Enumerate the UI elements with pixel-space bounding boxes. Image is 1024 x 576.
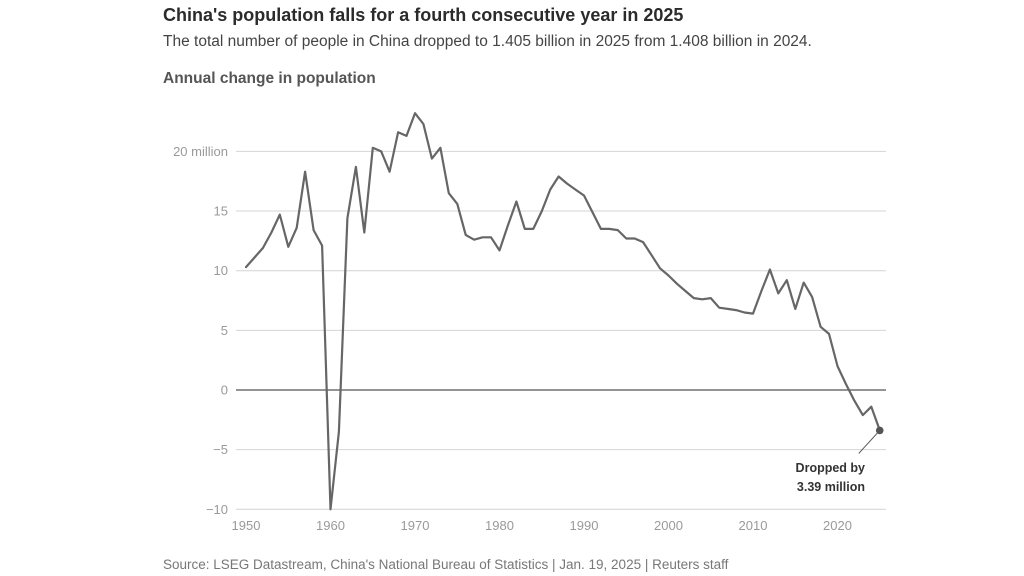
y-tick-label: 15 xyxy=(214,204,228,219)
source-note: Source: LSEG Datastream, China's Nationa… xyxy=(163,557,729,572)
annotation-label: 3.39 million xyxy=(797,480,865,494)
endpoint-marker xyxy=(875,426,884,435)
x-tick-label: 1960 xyxy=(316,518,345,533)
y-tick-label: 0 xyxy=(221,383,228,398)
annotation-leader-line xyxy=(858,430,881,454)
y-tick-label: −5 xyxy=(213,442,228,457)
x-tick-label: 2000 xyxy=(654,518,683,533)
y-axis-tick-labels: −10 −5 0 5 10 15 20 million xyxy=(173,144,228,517)
y-tick-label: 20 million xyxy=(173,144,228,159)
y-tick-label: −10 xyxy=(206,502,228,517)
annotation-label: Dropped by xyxy=(796,461,865,475)
x-tick-label: 1980 xyxy=(485,518,514,533)
x-tick-label: 1970 xyxy=(401,518,430,533)
grid-lines xyxy=(236,150,886,510)
x-axis-tick-labels: 1950 1960 1970 1980 1990 2000 2010 2020 xyxy=(232,518,852,533)
annotation: Dropped by 3.39 million xyxy=(796,426,884,494)
x-tick-label: 1990 xyxy=(570,518,599,533)
series-line xyxy=(244,112,881,511)
x-tick-label: 2010 xyxy=(739,518,768,533)
x-tick-label: 1950 xyxy=(232,518,261,533)
chart-title: China's population falls for a fourth co… xyxy=(163,5,684,25)
population-change-series xyxy=(244,112,881,511)
chart-label: Annual change in population xyxy=(163,70,376,87)
chart-subtitle: The total number of people in China drop… xyxy=(163,33,812,50)
y-tick-label: 10 xyxy=(214,263,228,278)
y-tick-label: 5 xyxy=(221,323,228,338)
x-tick-label: 2020 xyxy=(823,518,852,533)
